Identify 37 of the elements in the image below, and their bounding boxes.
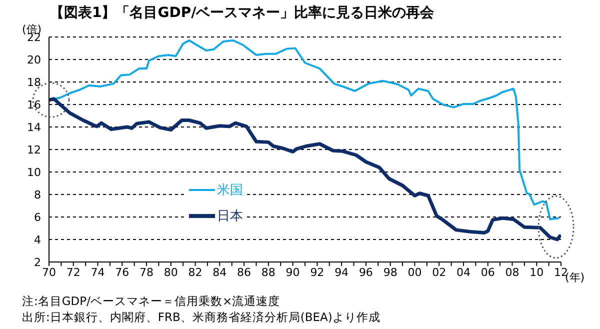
x-tick-label: 74	[90, 266, 105, 279]
x-tick-label: 06	[480, 266, 495, 279]
x-tick-label: 94	[334, 266, 349, 279]
x-tick-label: 82	[188, 266, 202, 279]
x-tick-label: 02	[432, 266, 446, 279]
x-tick-label: 70	[42, 266, 56, 279]
x-tick-label: 84	[212, 266, 227, 279]
x-tick-label: 98	[383, 266, 398, 279]
y-tick-label: 18	[27, 76, 41, 89]
y-tick-label: 10	[27, 166, 41, 179]
x-tick-label: 86	[237, 266, 252, 279]
x-tick-label: 00	[408, 266, 422, 279]
y-tick-label: 8	[34, 188, 41, 202]
x-tick-label: 80	[164, 266, 178, 279]
y-tick-label: 16	[27, 98, 41, 112]
y-tick-label: 2	[34, 256, 41, 269]
x-axis-title: (年)	[565, 271, 585, 285]
y-tick-label: 4	[34, 233, 41, 246]
x-tick-label: 78	[140, 266, 154, 279]
x-tick-label: 08	[505, 266, 520, 279]
x-tick-label: 90	[286, 266, 300, 279]
chart-title: 【図表1】「名目GDP/ベースマネー」比率に見る日米の再会	[50, 4, 434, 22]
y-tick-label: 12	[27, 143, 41, 156]
y-tick-label: 6	[34, 210, 41, 224]
y-tick-label: 14	[27, 120, 41, 134]
x-tick-label: 88	[261, 266, 276, 279]
x-tick-label: 04	[456, 266, 470, 279]
legend-label: 米国	[217, 182, 243, 199]
x-tick-label: 76	[115, 266, 130, 279]
x-tick-label: 10	[530, 266, 544, 279]
legend-label: 日本	[217, 208, 243, 225]
x-tick-label: 72	[66, 266, 80, 279]
x-tick-label: 96	[358, 266, 373, 279]
text: 出所:日本銀行、内閣府、FRB、米商務省経済分析局(BEA)より作成	[22, 310, 380, 325]
x-tick-label: 92	[310, 266, 324, 279]
y-tick-label: 20	[27, 53, 41, 66]
text: 注:名目GDP/ベースマネー＝信用乗数×流通速度	[22, 294, 280, 309]
